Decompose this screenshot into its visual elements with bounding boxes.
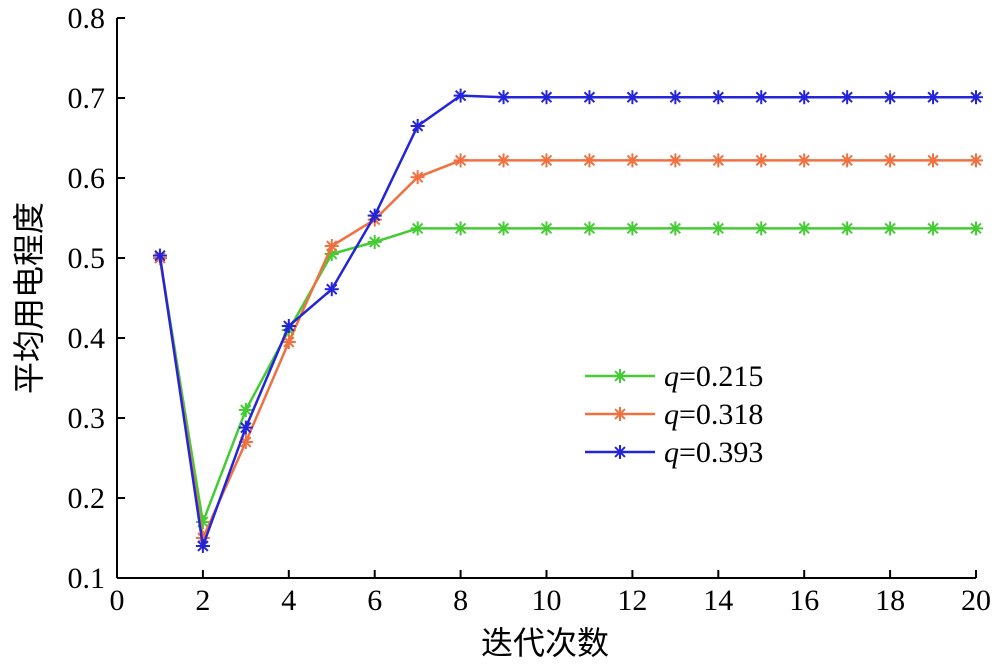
data-point: [754, 221, 769, 236]
data-point: [496, 90, 511, 105]
x-axis-title: 迭代次数: [481, 624, 609, 662]
y-tick-label: 0.1: [68, 562, 106, 595]
data-point: [324, 282, 339, 297]
data-point: [367, 208, 382, 223]
y-tick-label: 0.2: [68, 482, 106, 515]
legend-label: q=0.215: [664, 360, 763, 393]
data-point: [453, 88, 468, 103]
data-point: [969, 90, 983, 105]
legend-item: q=0.318: [585, 398, 763, 431]
data-point: [453, 153, 468, 168]
x-tick-label: 6: [367, 584, 382, 617]
series-q=0.215: [152, 221, 983, 529]
data-point: [410, 221, 425, 236]
data-point: [883, 221, 898, 236]
y-axis-title: 平均用电程度: [10, 202, 48, 394]
y-tick-label: 0.7: [68, 82, 106, 115]
data-point: [496, 221, 511, 236]
x-tick-label: 8: [453, 584, 468, 617]
x-tick-label: 18: [875, 584, 905, 617]
y-tick-label: 0.3: [68, 402, 106, 435]
legend-item: q=0.215: [585, 360, 763, 393]
data-point: [539, 153, 554, 168]
data-point: [539, 90, 554, 105]
data-point: [625, 153, 640, 168]
data-point: [797, 221, 812, 236]
data-point: [840, 90, 855, 105]
legend-label: q=0.318: [664, 398, 763, 431]
series-q=0.393: [152, 88, 983, 553]
data-point: [281, 319, 296, 333]
legend-item: q=0.393: [585, 436, 763, 469]
data-point: [754, 153, 769, 168]
data-point: [668, 153, 683, 168]
legend: q=0.215 q=0.318 q=0.393: [585, 360, 763, 469]
data-point: [238, 420, 253, 435]
y-tick-label: 0.4: [68, 322, 106, 355]
data-point: [195, 539, 210, 553]
data-point: [582, 153, 597, 168]
data-point: [281, 335, 296, 349]
x-tick-label: 10: [532, 584, 562, 617]
data-point: [797, 90, 812, 105]
data-point: [797, 153, 812, 168]
data-point: [883, 90, 898, 105]
data-point: [582, 221, 597, 236]
series-line: [158, 159, 976, 543]
data-point: [410, 170, 425, 185]
data-point: [410, 119, 425, 133]
data-point: [324, 239, 339, 253]
data-point: [613, 407, 627, 421]
data-point: [539, 221, 554, 236]
data-point: [668, 221, 683, 236]
legend-label: q=0.393: [664, 436, 763, 469]
data-point: [840, 153, 855, 168]
data-point: [613, 445, 627, 459]
data-point: [625, 90, 640, 105]
series-layer: [152, 88, 983, 553]
series-line: [158, 94, 976, 547]
x-tick-label: 2: [195, 584, 210, 617]
data-point: [840, 221, 855, 236]
data-point: [926, 153, 941, 168]
data-point: [754, 90, 769, 105]
y-tick-label: 0.5: [68, 242, 106, 275]
series-line: [158, 227, 976, 527]
x-tick-label: 20: [961, 584, 991, 617]
data-point: [453, 221, 468, 236]
data-point: [711, 90, 726, 105]
data-point: [238, 403, 253, 417]
axes: 0 2 4 6 8 10 12 14 16 18 20 0.1 0.2 0.3 0.4 0.5 0.6 0.7 0.…: [68, 2, 992, 617]
data-point: [625, 221, 640, 236]
x-tick-label: 14: [703, 584, 733, 617]
data-point: [367, 235, 382, 249]
data-point: [711, 153, 726, 168]
y-tick-label: 0.8: [68, 2, 106, 35]
data-point: [496, 153, 511, 168]
x-tick-label: 16: [789, 584, 819, 617]
y-tick-label: 0.6: [68, 162, 106, 195]
data-point: [926, 221, 941, 236]
data-point: [582, 90, 597, 105]
x-tick-label: 0: [110, 584, 125, 617]
data-point: [926, 90, 941, 105]
data-point: [883, 153, 898, 168]
data-point: [969, 153, 983, 168]
x-tick-label: 12: [617, 584, 647, 617]
data-point: [613, 369, 627, 383]
data-point: [152, 248, 167, 263]
data-point: [668, 90, 683, 105]
x-tick-label: 4: [281, 584, 296, 617]
data-point: [711, 221, 726, 236]
data-point: [969, 221, 983, 236]
